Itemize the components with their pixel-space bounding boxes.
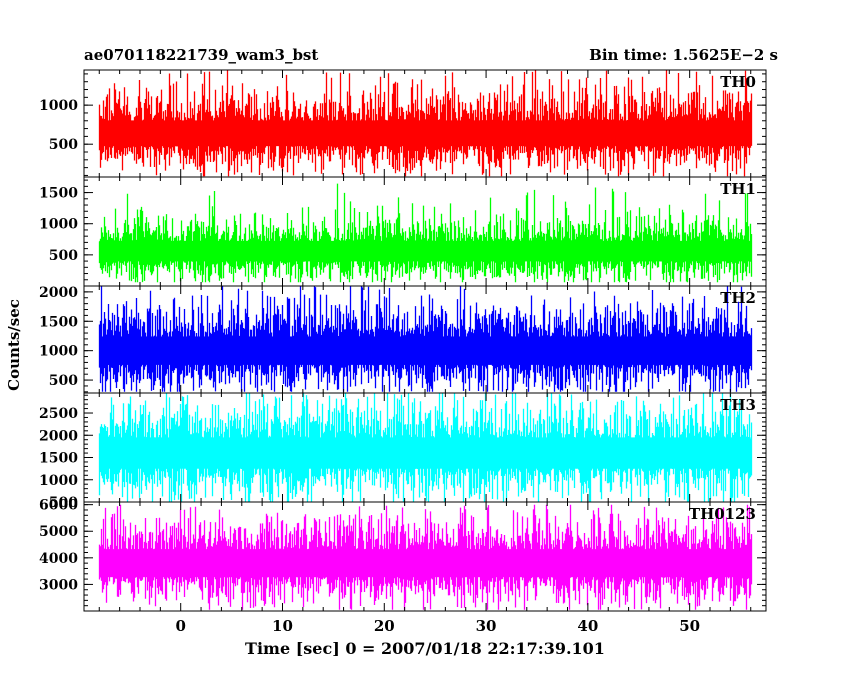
y-tick-label-th3: 1500 [39,451,78,467]
panel-th3: 500 1000 1500 2000 2500 TH3 [39,392,767,511]
panel-label-th2: TH2 [720,289,756,307]
x-tick-label: 20 [374,617,395,635]
x-tick-label: 30 [476,617,497,635]
x-tick-label: 50 [679,617,700,635]
bin-time-label: Bin time: 1.5625E−2 s [589,46,778,64]
series-th1-core [99,240,751,262]
y-tick-label-th0: 500 [49,137,78,153]
y-tick-label-th1: 1000 [39,217,78,233]
x-axis-label: Time [sec] 0 = 2007/01/18 22:17:39.101 [245,639,605,658]
chart-title: ae070118221739_wam3_bst [84,46,318,64]
y-tick-label-th3: 500 [49,495,78,511]
y-tick-label-th0123: 6000 [39,498,78,514]
y-axis-label: Counts/sec [5,299,23,391]
y-tick-label-th2: 1000 [39,344,78,360]
y-tick-label-th0123: 4000 [39,551,78,567]
y-tick-label-th2: 1500 [39,314,78,330]
x-tick-label: 40 [577,617,598,635]
y-tick-label-th0123: 3000 [39,577,78,593]
y-tick-label-th0: 1000 [39,98,78,114]
y-tick-label-th1: 1500 [39,186,78,202]
x-tick-label: 0 [175,617,185,635]
y-tick-label-th2: 500 [49,373,78,389]
panel-label-th0: TH0 [720,73,756,91]
panel-label-th1: TH1 [720,180,756,198]
series-th1 [98,183,753,283]
panel-th0123: 3000 4000 5000 6000 TH0123 [39,498,767,612]
y-tick-label-th1: 500 [49,248,78,264]
series-th2-core [99,336,751,365]
y-tick-label-th3: 2500 [39,406,78,422]
panel-th2: 500 1000 1500 2000 TH2 [39,285,767,394]
series-th0-core [99,120,751,147]
series-th0123-core [99,549,751,578]
panel-label-th0123: TH0123 [689,505,756,523]
y-tick-label-th0123: 5000 [39,524,78,540]
panel-th1: 500 1000 1500 TH1 [39,176,767,287]
y-tick-label-th3: 1000 [39,473,78,489]
x-tick-label: 10 [272,617,293,635]
series-th3-core [99,437,751,469]
panel-th0: 500 1000 TH0 [39,69,767,178]
y-tick-label-th3: 2000 [39,428,78,444]
y-tick-label-th2: 2000 [39,285,78,301]
panel-label-th3: TH3 [720,396,756,414]
